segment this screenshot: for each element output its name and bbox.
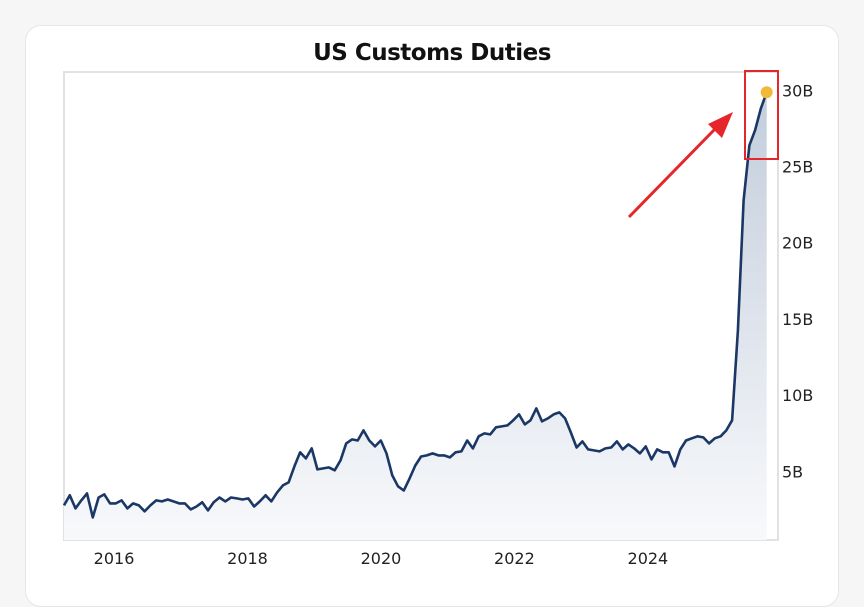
- latest-value-marker: [760, 86, 773, 99]
- y-tick-label: 25B: [782, 158, 813, 177]
- x-tick-label: 2020: [361, 549, 402, 568]
- y-tick-label: 20B: [782, 234, 813, 253]
- area-fill: [64, 92, 767, 541]
- series-line: [62, 91, 768, 519]
- annotation-arrow-head: [708, 112, 733, 138]
- x-tick-label: 2024: [628, 549, 669, 568]
- highlight-box: [744, 70, 779, 160]
- annotation-arrow-shaft: [627, 126, 718, 219]
- x-tick-label: 2016: [94, 549, 135, 568]
- chart-svg: 5B 10B 15B 20B 25B 30B 2016 2018 2020 2022 2024: [62, 70, 813, 568]
- y-tick-label: 10B: [782, 386, 813, 405]
- y-tick-label: 30B: [782, 81, 813, 100]
- chart-title: US Customs Duties: [313, 40, 551, 66]
- x-tick-label: 2022: [494, 549, 535, 568]
- x-tick-label: 2018: [227, 549, 268, 568]
- y-tick-label: 15B: [782, 310, 813, 329]
- y-tick-label: 5B: [782, 462, 803, 481]
